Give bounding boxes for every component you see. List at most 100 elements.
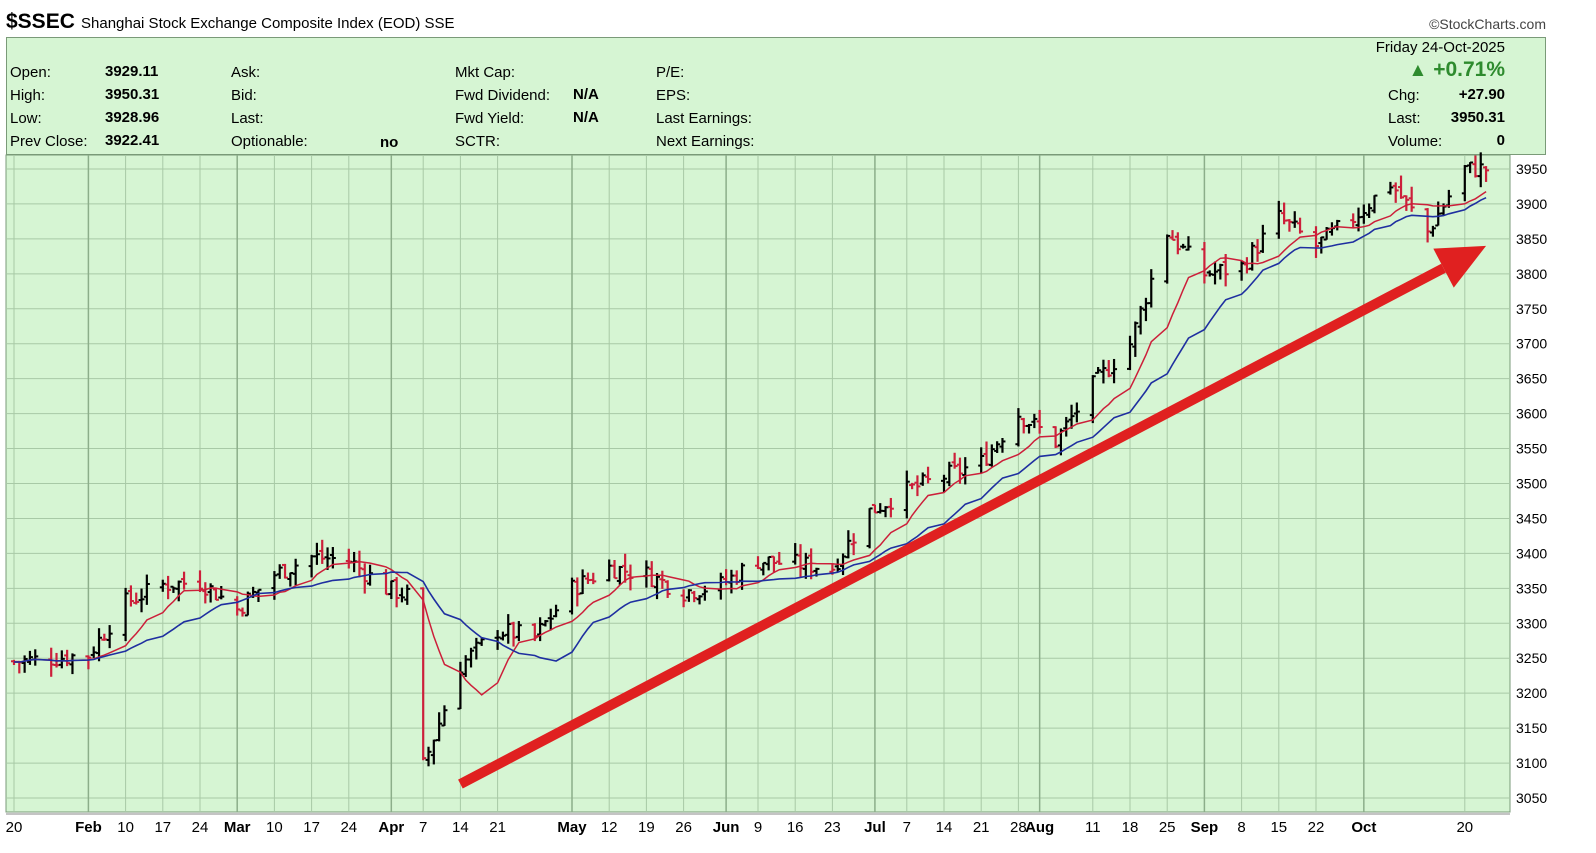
mkt-cap-label: Mkt Cap: [455,64,516,81]
ohlc-bar [1222,254,1229,287]
y-tick-label: 3750 [1516,301,1547,317]
eps-label: EPS: [656,87,691,104]
pe-label: P/E: [656,64,685,81]
x-tick-label: Apr [378,819,404,836]
ohlc-bar [978,447,985,474]
ohlc-bar [1477,152,1484,188]
ohlc-bar [1015,408,1022,447]
ohlc-bar [175,580,182,602]
ohlc-bar [21,655,28,673]
x-tick-label: 17 [303,819,320,836]
ohlc-bar [26,650,33,665]
ohlc-bar [1100,359,1107,384]
ohlc-bar [468,647,475,668]
ohlc-bar [988,444,995,467]
y-tick-label: 3200 [1516,685,1547,701]
ohlc-bar [590,572,597,585]
ohlc-bar [1398,175,1405,199]
high-label: High: [10,87,46,104]
x-axis: 20 Feb 10 17 24 Mar 10 17 24 Apr 7 14 21 May 12 19 26 Jun… [6,813,1510,836]
ohlc-bar [122,587,129,642]
x-tick-label: 8 [1237,819,1245,836]
ohlc-bar [569,577,575,615]
ohlc-bar [207,583,214,603]
ohlc-bar [1052,426,1059,449]
trend-arrow-shaft [458,263,1446,789]
x-tick-label: 9 [754,819,762,836]
ohlc-bar [1068,404,1075,429]
y-tick-label: 3150 [1516,720,1547,736]
y-tick-label: 3300 [1516,615,1547,631]
y-tick-label: 3500 [1516,476,1547,492]
next-earnings-label: Next Earnings: [656,133,755,150]
ohlc-bar [313,542,320,565]
high-value: 3950.31 [105,86,160,103]
ohlc-bar [212,588,219,601]
x-tick-label: Oct [1351,819,1376,836]
y-tick-label: 3250 [1516,650,1547,666]
y-tick-label: 3600 [1516,406,1547,422]
ohlc-bar [1318,236,1325,254]
ohlc-bar [1111,358,1118,384]
ohlc-bar [478,638,485,646]
ohlc-bar [616,565,623,585]
ohlc-bar [654,573,661,600]
ohlc-bar [64,649,71,667]
y-tick-label: 3400 [1516,545,1547,561]
ohlc-bar [909,482,916,490]
ohlc-bar [1275,200,1282,239]
y-tick-label: 3350 [1516,580,1547,596]
change-percent: ▲ +0.71% [1408,58,1505,81]
ohlc-bar [1169,230,1176,241]
ohlc-bar [1249,242,1256,271]
ohlc-bar [1360,204,1367,224]
ohlc-bar [197,570,203,593]
x-tick-label: 21 [489,819,506,836]
ohlc-bar [685,589,692,602]
ohlc-bar [202,582,209,604]
ohlc-bar [1073,402,1080,423]
prev-close-value: 3922.41 [105,132,160,149]
ohlc-bar [1403,195,1410,211]
ohlc-bar [887,497,894,518]
ohlc-bar [717,572,724,600]
y-tick-label: 3900 [1516,196,1547,212]
ohlc-bar [1031,413,1038,429]
ask-label: Ask: [231,64,261,81]
y-axis: 3050 3100 3150 3200 3250 3300 3350 3400 3450 3500… [1516,161,1547,806]
ohlc-bar [1148,269,1155,308]
ohlc-bar [404,584,411,605]
y-tick-label: 3050 [1516,790,1547,806]
trend-arrow [458,245,1487,789]
x-tick-label: 21 [973,819,990,836]
ohlc-bar [680,589,687,608]
ohlc-bar [903,470,910,519]
x-tick-label: 26 [675,819,692,836]
y-tick-label: 3800 [1516,266,1547,282]
ohlc-bar [420,587,427,761]
ohlc-bar [622,553,629,583]
x-tick-label: Jul [864,819,886,836]
x-tick-label: 12 [601,819,618,836]
x-tick-label: 11 [1085,819,1101,836]
ohlc-bar [515,621,522,642]
ohlc-bar [1238,261,1245,281]
x-tick-label: 10 [117,819,134,836]
x-tick-label: 15 [1270,819,1287,836]
x-tick-label: 20 [6,819,23,836]
fwd-yield-label: Fwd Yield: [455,110,525,127]
ohlc-bar [361,563,368,594]
trend-arrow-head [1433,245,1487,288]
ohlc-bar [218,585,225,600]
ohlc-bar [1132,321,1139,357]
ohlc-bar [58,650,65,669]
x-tick-label: Aug [1025,819,1054,836]
ohlc-bar [1201,242,1208,284]
ohlc-bar [165,575,172,600]
x-tick-label: Mar [224,819,251,836]
x-tick-label: 24 [192,819,209,836]
ohlc-bar [1424,208,1431,243]
x-tick-label: 28 [1010,819,1027,836]
ohlc-bar [850,533,857,556]
x-tick-label: 16 [787,819,804,836]
